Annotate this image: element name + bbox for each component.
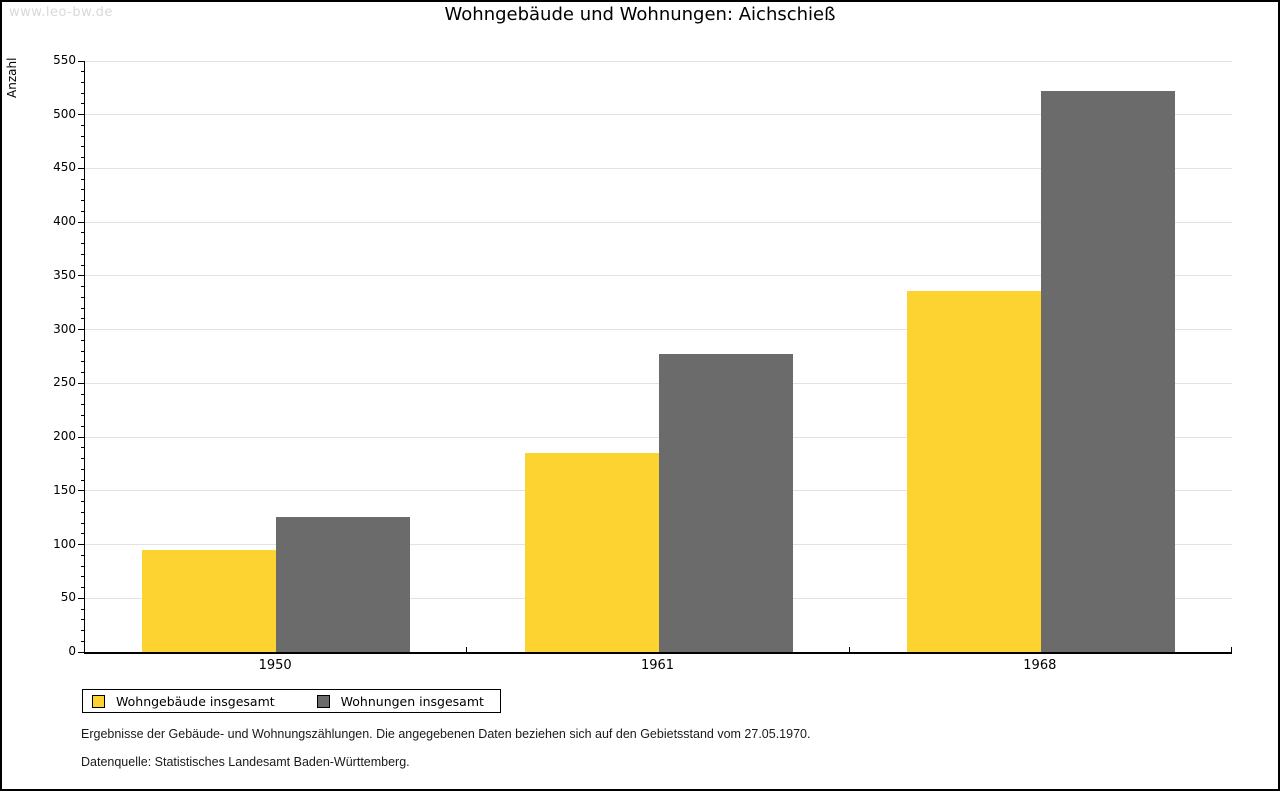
y-axis-minor-tick	[81, 372, 84, 374]
y-axis-minor-tick	[81, 447, 84, 449]
gridline	[85, 167, 1232, 169]
y-axis-minor-tick	[81, 92, 84, 94]
y-axis-minor-tick	[81, 554, 84, 556]
chart-title: Wohngebäude und Wohnungen: Aichschieß	[444, 4, 836, 25]
y-axis-minor-tick	[81, 146, 84, 148]
x-tick-label: 1961	[640, 658, 675, 673]
y-axis-minor-tick	[81, 619, 84, 621]
x-axis-tick	[1231, 647, 1232, 652]
gridline	[85, 221, 1232, 223]
footnote-datenquelle: Datenquelle: Statistisches Landesamt Bad…	[81, 755, 410, 769]
y-axis-minor-tick	[81, 404, 84, 406]
legend: Wohngebäude insgesamt Wohnungen insgesam…	[82, 689, 501, 713]
y-axis-tick	[78, 436, 84, 438]
y-tick-label: 350	[53, 267, 76, 282]
bar-wohnungen-insgesamt-1961	[658, 354, 793, 652]
y-axis-minor-tick	[81, 307, 84, 309]
bar-wohngeb-ude-insgesamt-1968	[906, 290, 1041, 652]
legend-swatch-wohngebaeude	[92, 694, 105, 708]
y-axis-tick	[78, 490, 84, 492]
plot-area	[78, 60, 1232, 654]
legend-label-wohnungen: Wohnungen insgesamt	[340, 693, 484, 709]
y-tick-label: 200	[53, 429, 76, 444]
y-axis-minor-tick	[81, 243, 84, 245]
x-axis-tick	[848, 647, 850, 652]
y-tick-label: 300	[53, 321, 76, 336]
watermark-text: www.leo-bw.de	[9, 5, 113, 20]
gridline	[85, 275, 1232, 277]
y-axis-tick	[78, 60, 84, 62]
y-axis-minor-tick	[81, 350, 84, 352]
y-axis-tick	[78, 275, 84, 277]
y-tick-label: 400	[53, 214, 76, 229]
gridline	[85, 60, 1232, 62]
y-axis-minor-tick	[81, 200, 84, 202]
y-axis-tick	[78, 651, 84, 653]
y-axis-tick	[78, 114, 84, 116]
y-axis-minor-tick	[81, 479, 84, 481]
y-tick-label: 550	[53, 53, 76, 67]
y-tick-label: 0	[68, 644, 76, 658]
y-axis-minor-tick	[81, 124, 84, 126]
gridline	[85, 329, 1232, 331]
x-axis-tick	[466, 647, 468, 652]
legend-swatch-wohnungen	[316, 694, 330, 708]
y-axis-minor-tick	[81, 361, 84, 363]
y-axis-minor-tick	[81, 339, 84, 341]
y-axis-minor-tick	[81, 318, 84, 320]
y-axis-minor-tick	[81, 103, 84, 105]
y-axis-minor-tick	[81, 587, 84, 589]
x-tick-label: 1950	[258, 658, 292, 673]
footnote-gebietsstand: Ergebnisse der Gebäude- und Wohnungszähl…	[81, 727, 811, 741]
y-axis-minor-tick	[81, 565, 84, 567]
y-axis-minor-tick	[81, 468, 84, 470]
y-axis-minor-tick	[81, 640, 84, 642]
y-axis-tick	[78, 167, 84, 169]
legend-label-wohngebaeude: Wohngebäude insgesamt	[116, 693, 275, 709]
y-tick-label: 100	[53, 536, 76, 551]
y-axis-minor-tick	[81, 415, 84, 417]
y-axis-minor-tick	[81, 458, 84, 460]
y-axis-minor-tick	[81, 576, 84, 578]
y-axis-minor-tick	[81, 264, 84, 266]
y-axis-tick	[78, 221, 84, 223]
gridline	[85, 114, 1232, 116]
y-axis-minor-tick	[81, 296, 84, 298]
x-tick-label: 1968	[1023, 658, 1057, 673]
y-axis-minor-tick	[81, 522, 84, 524]
y-axis-minor-tick	[81, 81, 84, 83]
y-axis-minor-tick	[81, 253, 84, 255]
y-axis-minor-tick	[81, 425, 84, 427]
bar-wohngeb-ude-insgesamt-1961	[524, 453, 659, 652]
y-axis-minor-tick	[81, 178, 84, 180]
y-axis-minor-tick	[81, 71, 84, 73]
y-axis-minor-tick	[81, 533, 84, 535]
y-axis-label: Anzahl	[5, 57, 19, 98]
y-axis-minor-tick	[81, 608, 84, 610]
y-axis-tick	[78, 597, 84, 599]
y-axis-minor-tick	[81, 157, 84, 159]
bar-wohnungen-insgesamt-1968	[1040, 91, 1175, 652]
y-axis-minor-tick	[81, 511, 84, 513]
y-axis-minor-tick	[81, 189, 84, 191]
y-axis-minor-tick	[81, 630, 84, 631]
y-axis-minor-tick	[81, 286, 84, 288]
y-axis-minor-tick	[81, 135, 84, 137]
y-tick-label: 250	[53, 375, 76, 390]
y-axis-minor-tick	[81, 393, 84, 395]
bar-wohngeb-ude-insgesamt-1950	[142, 549, 277, 652]
y-tick-label: 50	[60, 590, 76, 605]
y-axis-tick	[78, 329, 84, 331]
y-axis-minor-tick	[81, 501, 84, 503]
y-tick-label: 450	[53, 160, 76, 175]
y-axis-minor-tick	[81, 232, 84, 234]
y-axis-minor-tick	[81, 210, 84, 212]
bar-wohnungen-insgesamt-1950	[276, 516, 411, 652]
y-tick-label: 500	[53, 106, 76, 121]
y-axis-tick	[78, 544, 84, 546]
y-axis-tick	[78, 382, 84, 384]
y-tick-label: 150	[53, 482, 76, 497]
